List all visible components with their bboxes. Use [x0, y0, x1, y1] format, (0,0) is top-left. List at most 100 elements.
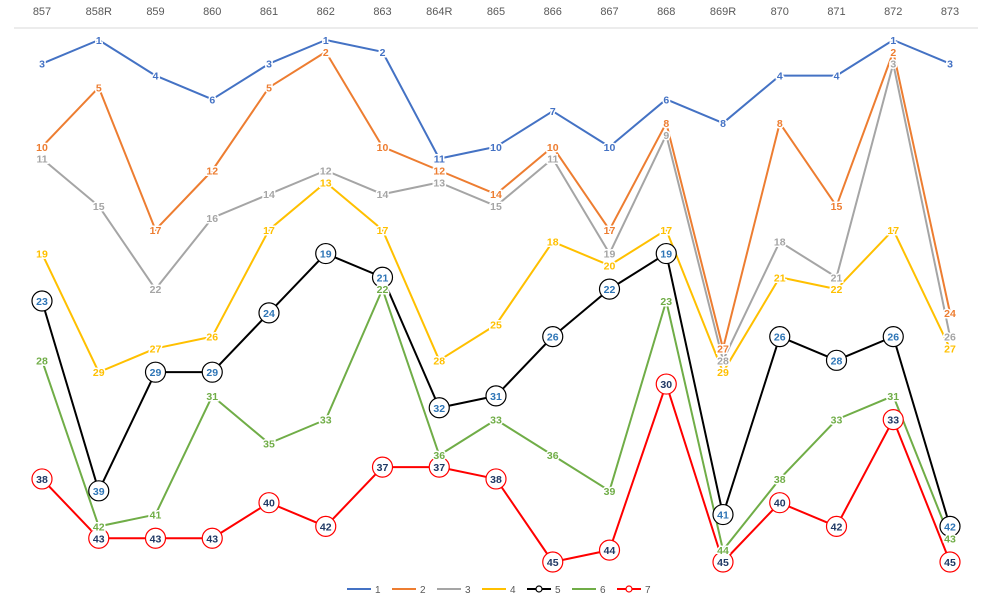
series-markers [31, 242, 961, 573]
series-5-data-label: 26 [774, 332, 786, 344]
series-2-data-label: 2 [890, 47, 896, 59]
series-4-data-label: 27 [944, 343, 956, 355]
series-5-data-label: 22 [604, 284, 616, 296]
series-1-data-label: 8 [720, 118, 726, 130]
x-tick-label: 870 [771, 6, 789, 18]
series-3-data-label: 14 [377, 189, 389, 201]
x-tick-label: 863 [373, 6, 391, 18]
series-5-data-label: 19 [660, 249, 672, 261]
series-5-data-label: 42 [944, 521, 956, 533]
series-6-data-label: 33 [831, 415, 843, 427]
x-tick-label: 865 [487, 6, 505, 18]
series-6-data-label: 36 [547, 450, 559, 462]
series-7-point [144, 527, 167, 549]
series-7-data-label: 40 [263, 498, 275, 510]
series-6-data-label: 33 [320, 415, 332, 427]
series-7-point [825, 515, 848, 538]
series-5-point [88, 480, 110, 502]
series-2-data-label: 12 [433, 166, 445, 178]
legend-label-7: 7 [645, 585, 651, 596]
series-2-data-label: 24 [944, 308, 956, 320]
series-7-point [712, 551, 734, 573]
series-6-data-label: 31 [206, 391, 218, 403]
series-5-data-label: 28 [831, 355, 843, 367]
series-1-data-label: 4 [153, 71, 159, 83]
series-3-data-label: 15 [93, 201, 105, 213]
legend-label-6: 6 [600, 585, 606, 596]
series-4-data-label: 18 [547, 237, 559, 249]
legend: 1 2 3 4 5 6 7 [347, 585, 651, 596]
series-7-data-label: 42 [320, 521, 332, 533]
series-3-data-label: 26 [944, 332, 956, 344]
series-4-data-label: 13 [320, 177, 332, 189]
series-4-data-label: 17 [660, 225, 672, 237]
series-3-data-label: 3 [890, 59, 896, 71]
series-7-point [31, 468, 53, 490]
series-5-point [371, 266, 394, 288]
x-tick-label: 859 [146, 6, 164, 18]
series-6-data-label: 44 [717, 545, 729, 557]
series-4-data-label: 20 [604, 260, 616, 272]
series-2-line [41, 50, 951, 350]
series-5-data-label: 19 [320, 249, 332, 261]
series-5-data-label: 41 [717, 510, 729, 522]
series-7-point [655, 373, 677, 395]
series-6-data-label: 23 [660, 296, 672, 308]
series-5-point [144, 361, 167, 383]
series-6-data-label: 33 [490, 415, 502, 427]
x-tick-label: 871 [827, 6, 845, 18]
series-7-data-label: 38 [490, 474, 502, 486]
series-2-data-label: 17 [150, 225, 162, 237]
series-1-data-label: 3 [266, 59, 272, 71]
series-7-point [371, 456, 394, 478]
series-1-data-label: 1 [890, 35, 896, 47]
series-4-data-label: 19 [36, 249, 48, 261]
series-7-data-label: 33 [887, 415, 899, 427]
series-1-data-label: 10 [490, 142, 502, 154]
series-3-data-label: 14 [263, 189, 275, 201]
series-2-data-label: 14 [490, 189, 502, 201]
series-1-data-label: 7 [550, 106, 556, 118]
series-5-data-label: 26 [887, 332, 899, 344]
series-1-data-label: 2 [380, 47, 386, 59]
series-5-point [712, 503, 734, 526]
series-3-line [41, 62, 951, 362]
legend-label-3: 3 [465, 585, 471, 596]
series-3-data-label: 11 [36, 154, 47, 166]
series-7-data-label: 40 [774, 498, 786, 510]
series-1-data-label: 11 [434, 154, 445, 166]
series-5-point [882, 325, 904, 348]
series-3-data-label: 18 [774, 237, 786, 249]
series-5-point [31, 290, 53, 312]
series-5-point [655, 242, 677, 265]
series-1-data-label: 3 [947, 59, 953, 71]
series-7-data-label: 43 [93, 533, 105, 545]
series-6-data-label: 22 [377, 284, 389, 296]
series-6-data-label: 41 [150, 510, 162, 522]
series-4-line [41, 181, 951, 374]
x-tick-label: 872 [884, 6, 902, 18]
x-tick-label: 857 [33, 6, 51, 18]
series-1-data-label: 1 [96, 35, 102, 47]
series-4-data-label: 28 [433, 355, 445, 367]
series-7-point [769, 492, 791, 514]
series-6-line [41, 288, 951, 552]
x-tick-label: 866 [544, 6, 562, 18]
series-5-point [825, 349, 848, 371]
series-2-data-label: 8 [777, 118, 783, 130]
series-7-data-label: 43 [150, 533, 162, 545]
series-7-data-label: 38 [36, 474, 48, 486]
series-7-point [315, 515, 337, 538]
x-tick-label: 864R [426, 6, 452, 18]
x-tick-label: 860 [203, 6, 221, 18]
series-4-data-label: 17 [263, 225, 275, 237]
x-tick-label: 861 [260, 6, 278, 18]
series-2-data-label: 5 [96, 82, 102, 94]
series-4-data-label: 26 [206, 332, 218, 344]
series-3-data-label: 12 [320, 166, 332, 178]
series-5-data-label: 29 [150, 367, 162, 379]
series-7-data-label: 42 [831, 521, 843, 533]
series-3-data-label: 28 [717, 355, 729, 367]
series-4-data-label: 17 [377, 225, 389, 237]
